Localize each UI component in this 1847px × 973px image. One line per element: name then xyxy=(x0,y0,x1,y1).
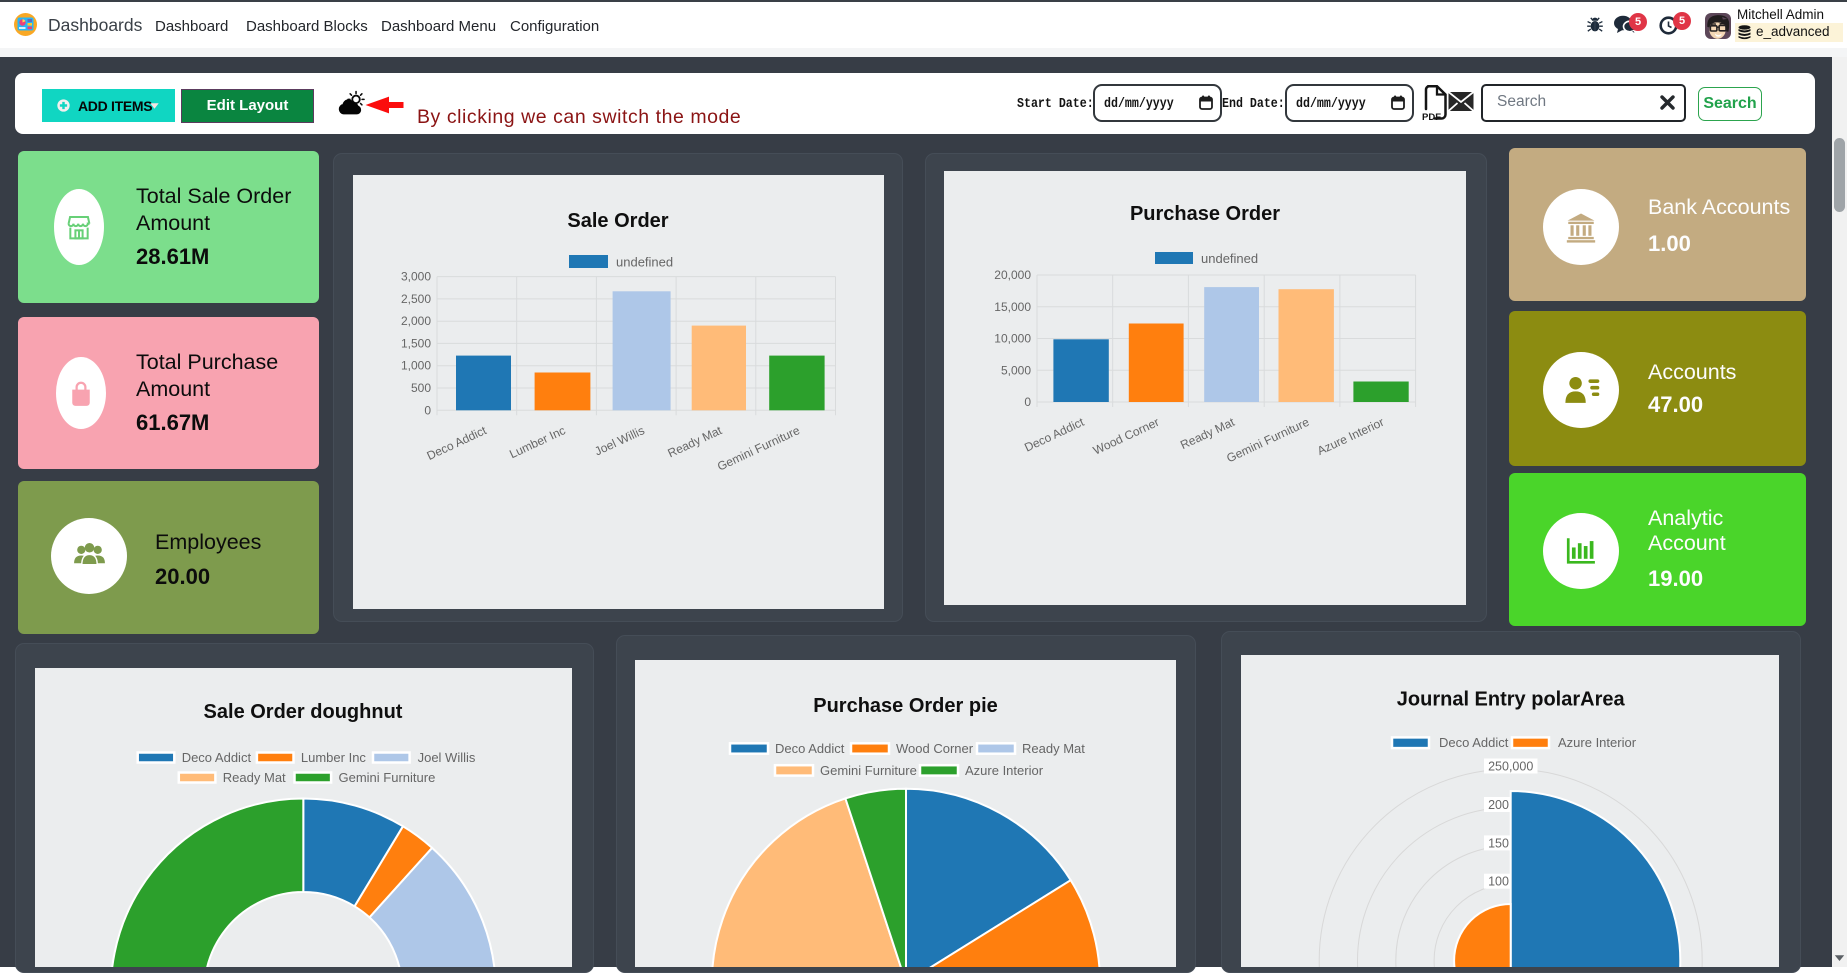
svg-text:Gemini Furniture: Gemini Furniture xyxy=(715,423,802,474)
svg-text:Deco Addict: Deco Addict xyxy=(425,423,490,463)
svg-text:20,000: 20,000 xyxy=(994,268,1031,282)
svg-text:1,000: 1,000 xyxy=(401,359,431,373)
svg-text:Purchase Order pie: Purchase Order pie xyxy=(813,695,998,717)
svg-text:2,500: 2,500 xyxy=(401,292,431,306)
svg-text:Azure Interior: Azure Interior xyxy=(1558,735,1637,750)
svg-text:Ready Mat: Ready Mat xyxy=(223,770,286,785)
svg-text:Ready Mat: Ready Mat xyxy=(1022,741,1085,756)
svg-text:Lumber Inc: Lumber Inc xyxy=(301,750,367,765)
svg-text:Wood Corner: Wood Corner xyxy=(896,741,974,756)
svg-text:Ready Mat: Ready Mat xyxy=(1178,415,1237,452)
svg-text:Deco Addict: Deco Addict xyxy=(1439,735,1509,750)
svg-text:undefined: undefined xyxy=(1201,251,1258,266)
svg-text:Gemini Furniture: Gemini Furniture xyxy=(820,763,917,778)
svg-text:250,000: 250,000 xyxy=(1488,760,1533,774)
svg-text:0: 0 xyxy=(424,403,431,417)
svg-text:undefined: undefined xyxy=(616,255,673,270)
svg-text:PDF: PDF xyxy=(1422,112,1441,122)
svg-text:0: 0 xyxy=(1024,395,1031,409)
svg-text:Azure Interior: Azure Interior xyxy=(965,763,1044,778)
svg-text:5,000: 5,000 xyxy=(1001,363,1031,377)
svg-text:Purchase Order: Purchase Order xyxy=(1130,203,1280,225)
svg-text:Joel Willis: Joel Willis xyxy=(592,423,646,458)
svg-text:3,000: 3,000 xyxy=(401,270,431,284)
svg-text:Sale Order doughnut: Sale Order doughnut xyxy=(204,701,403,723)
svg-text:2,000: 2,000 xyxy=(401,314,431,328)
svg-text:500: 500 xyxy=(411,381,431,395)
svg-text:Gemini Furniture: Gemini Furniture xyxy=(1224,415,1311,466)
svg-text:Deco Addict: Deco Addict xyxy=(182,750,252,765)
svg-text:Deco Addict: Deco Addict xyxy=(775,741,845,756)
svg-text:Ready Mat: Ready Mat xyxy=(665,423,724,460)
svg-text:Gemini Furniture: Gemini Furniture xyxy=(339,770,436,785)
svg-text:Joel Willis: Joel Willis xyxy=(418,750,476,765)
svg-text:1,500: 1,500 xyxy=(401,336,431,350)
svg-text:Azure Interior: Azure Interior xyxy=(1315,415,1386,458)
svg-text:Deco Addict: Deco Addict xyxy=(1022,415,1087,455)
svg-text:Lumber Inc: Lumber Inc xyxy=(507,423,567,461)
svg-text:Sale Order: Sale Order xyxy=(567,210,668,232)
svg-text:10,000: 10,000 xyxy=(994,332,1031,346)
svg-text:Wood Corner: Wood Corner xyxy=(1091,415,1161,458)
svg-text:Journal Entry polarArea: Journal Entry polarArea xyxy=(1397,688,1626,710)
svg-text:15,000: 15,000 xyxy=(994,300,1031,314)
